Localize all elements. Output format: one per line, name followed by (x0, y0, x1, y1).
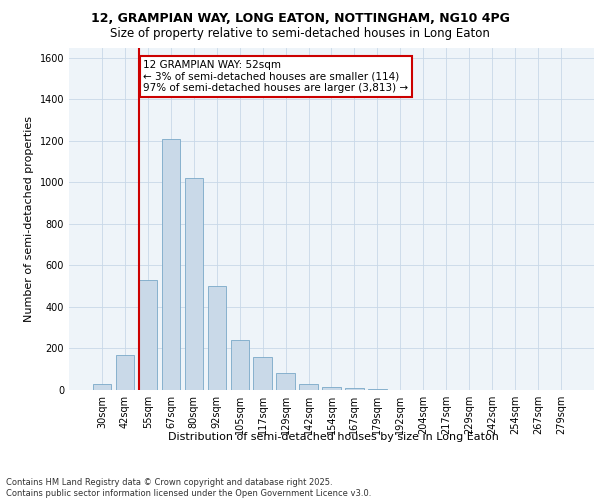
Bar (93, 384, 111, 390)
Text: Distribution of semi-detached houses by size in Long Eaton: Distribution of semi-detached houses by … (167, 432, 499, 442)
Bar (230, 340, 249, 390)
Bar (322, 387, 341, 390)
Bar (139, 280, 157, 390)
Text: Size of property relative to semi-detached houses in Long Eaton: Size of property relative to semi-detach… (110, 28, 490, 40)
Text: Contains HM Land Registry data © Crown copyright and database right 2025.
Contai: Contains HM Land Registry data © Crown c… (6, 478, 371, 498)
Bar (208, 286, 226, 390)
Bar (299, 384, 318, 390)
Text: 12 GRAMPIAN WAY: 52sqm
← 3% of semi-detached houses are smaller (114)
97% of sem: 12 GRAMPIAN WAY: 52sqm ← 3% of semi-deta… (143, 60, 409, 93)
Text: 12, GRAMPIAN WAY, LONG EATON, NOTTINGHAM, NG10 4PG: 12, GRAMPIAN WAY, LONG EATON, NOTTINGHAM… (91, 12, 509, 26)
Bar (162, 139, 180, 390)
Y-axis label: Number of semi-detached properties: Number of semi-detached properties (24, 116, 34, 322)
Bar (277, 374, 295, 390)
Bar (185, 178, 203, 390)
Bar (253, 357, 272, 390)
Bar (116, 354, 134, 390)
Bar (345, 388, 364, 390)
